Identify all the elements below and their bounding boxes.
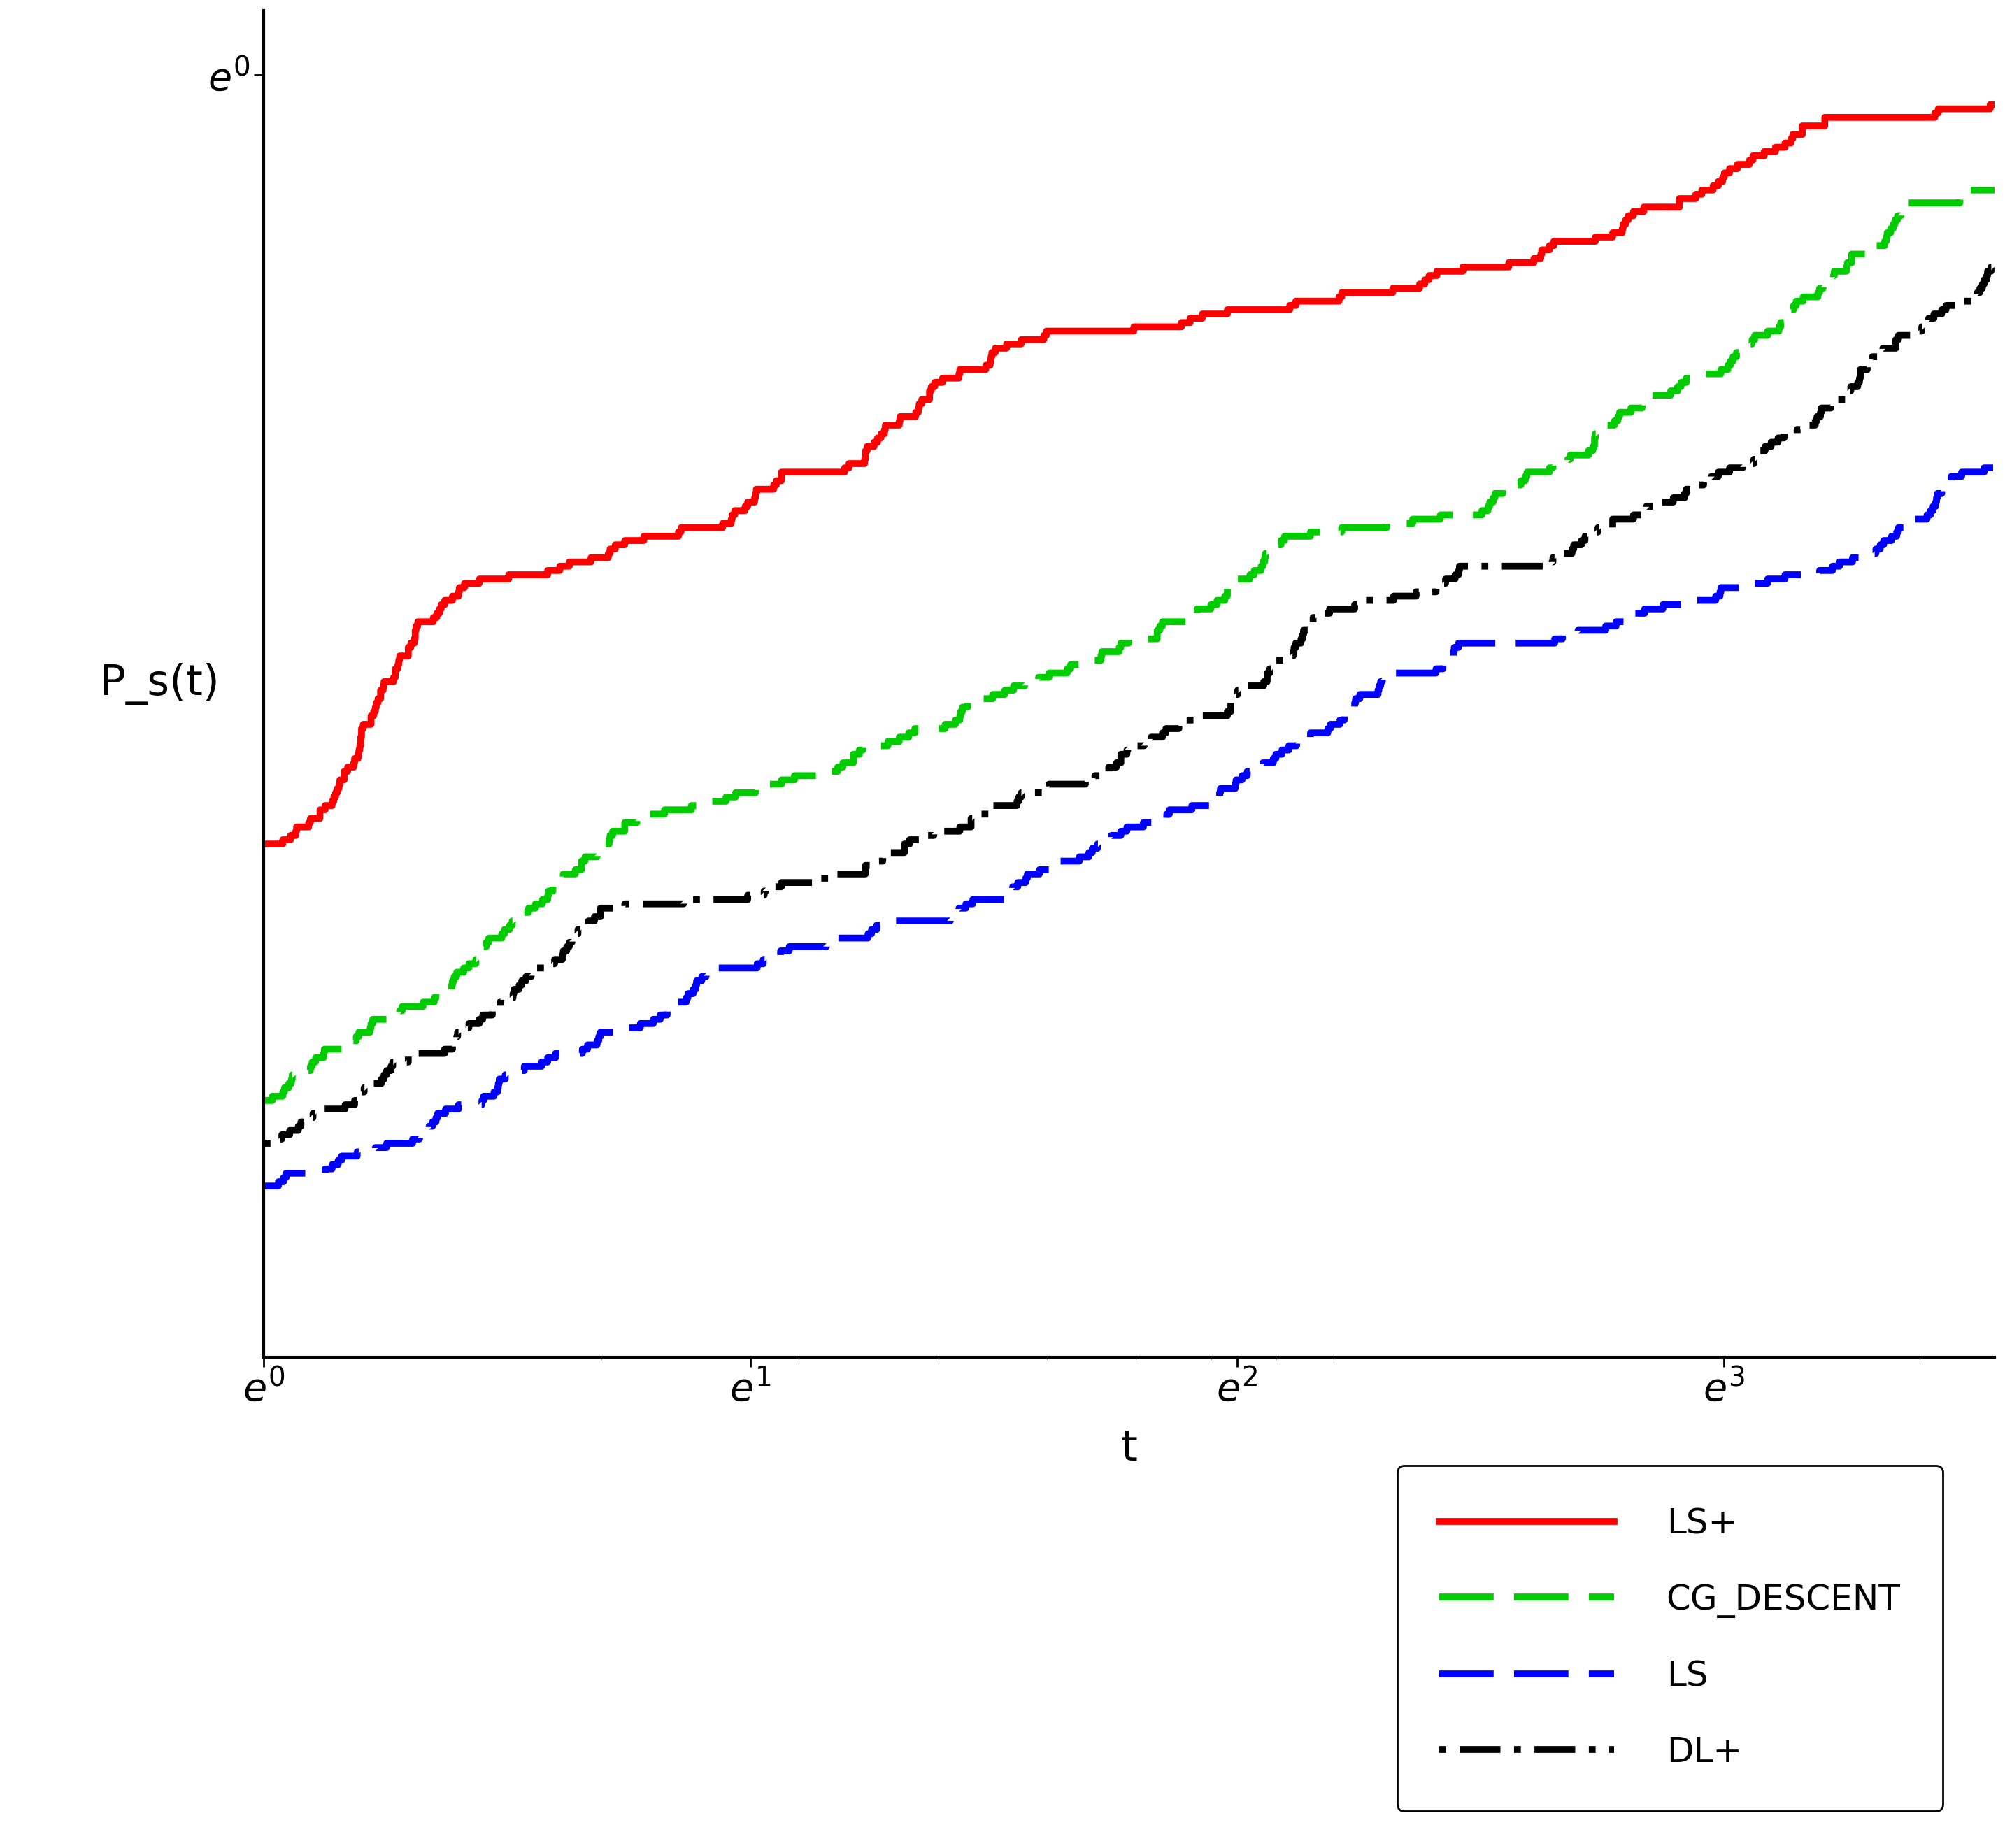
DL+ bbox=[1979, 255, 2003, 277]
CG_DESCENT bbox=[1983, 179, 2005, 201]
DL+ bbox=[1931, 299, 1955, 322]
LS+ bbox=[1614, 209, 1638, 231]
LS+ bbox=[1047, 320, 1071, 342]
Line: DL+: DL+ bbox=[265, 266, 1995, 1144]
LS bbox=[1973, 456, 1997, 479]
CG_DESCENT bbox=[253, 1090, 277, 1112]
LS bbox=[1983, 456, 2005, 479]
CG_DESCENT bbox=[1047, 662, 1071, 684]
LS+ bbox=[253, 833, 277, 856]
CG_DESCENT bbox=[1933, 192, 1957, 214]
Legend: LS+, CG_DESCENT, LS, DL+: LS+, CG_DESCENT, LS, DL+ bbox=[1397, 1465, 1943, 1811]
LS bbox=[1093, 828, 1117, 850]
LS bbox=[253, 1175, 277, 1198]
LS bbox=[1933, 473, 1957, 495]
CG_DESCENT bbox=[1093, 641, 1117, 663]
DL+ bbox=[1614, 508, 1638, 530]
LS bbox=[341, 1146, 365, 1168]
CG_DESCENT bbox=[1931, 192, 1955, 214]
LS+ bbox=[1093, 320, 1117, 342]
LS bbox=[1047, 850, 1071, 872]
LS+ bbox=[1931, 98, 1955, 120]
Y-axis label: P_s(t): P_s(t) bbox=[100, 663, 219, 704]
Line: CG_DESCENT: CG_DESCENT bbox=[265, 190, 1995, 1101]
DL+ bbox=[1047, 772, 1071, 795]
LS+ bbox=[1933, 98, 1957, 120]
DL+ bbox=[1093, 760, 1117, 782]
LS+ bbox=[1983, 94, 2005, 116]
CG_DESCENT bbox=[1955, 179, 1979, 201]
X-axis label: t: t bbox=[1121, 1429, 1137, 1469]
LS bbox=[1931, 473, 1955, 495]
DL+ bbox=[1933, 299, 1957, 322]
Line: LS+: LS+ bbox=[265, 105, 1995, 845]
DL+ bbox=[253, 1133, 277, 1155]
DL+ bbox=[1983, 255, 2005, 277]
CG_DESCENT bbox=[341, 1029, 365, 1052]
CG_DESCENT bbox=[1614, 401, 1638, 423]
LS+ bbox=[341, 756, 365, 778]
LS+ bbox=[1979, 94, 2003, 116]
LS bbox=[1614, 610, 1638, 632]
Line: LS: LS bbox=[265, 468, 1995, 1186]
DL+ bbox=[341, 1094, 365, 1116]
